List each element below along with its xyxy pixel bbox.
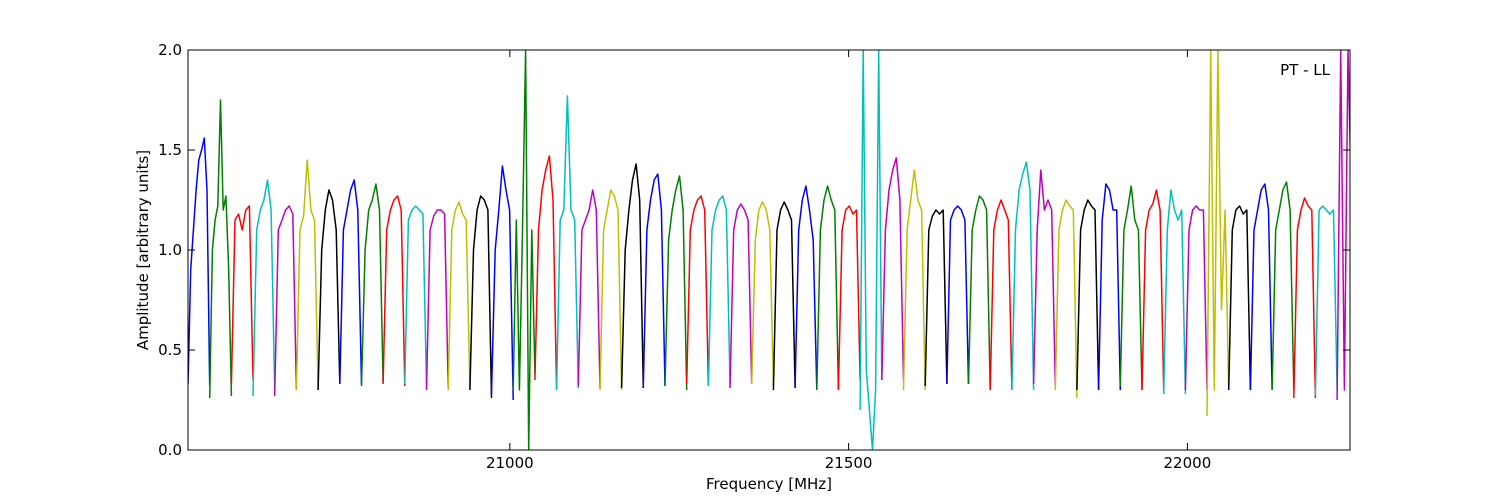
- series-line-8: [339, 179, 363, 385]
- series-line-29: [794, 185, 818, 391]
- series-line-19: [577, 189, 601, 389]
- plot-area: [188, 50, 1350, 450]
- series-line-31: [837, 205, 861, 391]
- y-tick-label: 0.0: [158, 441, 182, 459]
- series-line-5: [273, 205, 298, 397]
- series-line-38: [989, 199, 1013, 391]
- series-line-16: [512, 50, 536, 450]
- series-line-30: [816, 185, 840, 391]
- x-axis-label: Frequency [MHz]: [706, 475, 832, 493]
- series-line-20: [599, 189, 623, 391]
- series-line-21: [620, 163, 645, 389]
- series-line-45: [1141, 189, 1165, 391]
- series-line-47: [1184, 205, 1208, 391]
- series-line-12: [425, 209, 449, 391]
- series-line-26: [729, 203, 753, 389]
- series-line-25: [707, 195, 731, 387]
- x-tick-label: 21000: [486, 454, 534, 472]
- series-line-2: [208, 99, 233, 399]
- series-line-10: [382, 195, 406, 387]
- series-line-17: [534, 155, 558, 391]
- series-line-22: [642, 173, 666, 387]
- series-line-41: [1054, 199, 1078, 399]
- series-line-32: [859, 50, 883, 450]
- series-line-11: [404, 205, 428, 387]
- series-line-6: [295, 159, 319, 391]
- x-tick-label: 21500: [825, 454, 873, 472]
- series-line-42: [1076, 199, 1100, 391]
- series-line-51: [1271, 181, 1295, 391]
- series-line-34: [902, 169, 926, 391]
- series-line-46: [1162, 189, 1187, 395]
- series-line-4: [252, 179, 276, 397]
- series-line-43: [1097, 183, 1122, 391]
- series-line-49: [1227, 205, 1252, 391]
- series-line-35: [924, 209, 948, 387]
- series-line-13: [447, 201, 471, 391]
- series-line-14: [469, 195, 493, 399]
- y-tick-label: 0.5: [158, 341, 182, 359]
- series-line-27: [750, 201, 775, 387]
- y-tick-label: 1.5: [158, 141, 182, 159]
- axis-ticks: 21000 21500 22000 0.0 0.5 1.0 1.5 2.0: [158, 41, 1350, 472]
- series-line-28: [772, 201, 796, 391]
- series-line-24: [685, 195, 710, 387]
- series-line-3: [230, 205, 254, 385]
- series-line-44: [1119, 185, 1143, 391]
- series-line-37: [967, 195, 991, 391]
- x-tick-label: 22000: [1164, 454, 1212, 472]
- series-line-23: [664, 175, 688, 391]
- series-line-53: [1314, 205, 1338, 397]
- series-line-52: [1293, 197, 1317, 399]
- y-axis-label: Amplitude [arbitrary units]: [134, 150, 152, 350]
- panel-annotation: PT - LL: [1280, 61, 1331, 79]
- series-line-54: [1336, 50, 1350, 401]
- y-tick-label: 2.0: [158, 41, 182, 59]
- series-line-15: [490, 165, 514, 401]
- series-line-1: [188, 137, 211, 387]
- series-line-39: [1011, 161, 1035, 391]
- series-line-40: [1032, 169, 1057, 387]
- plot-frame: [187, 49, 1351, 451]
- series-line-50: [1249, 183, 1273, 391]
- series-line-9: [360, 183, 384, 387]
- series-line-33: [881, 157, 905, 381]
- series-line-36: [946, 205, 970, 385]
- series-line-7: [317, 189, 341, 391]
- series-line-18: [555, 95, 580, 391]
- y-tick-label: 1.0: [158, 241, 182, 259]
- series-line-48: [1206, 50, 1230, 417]
